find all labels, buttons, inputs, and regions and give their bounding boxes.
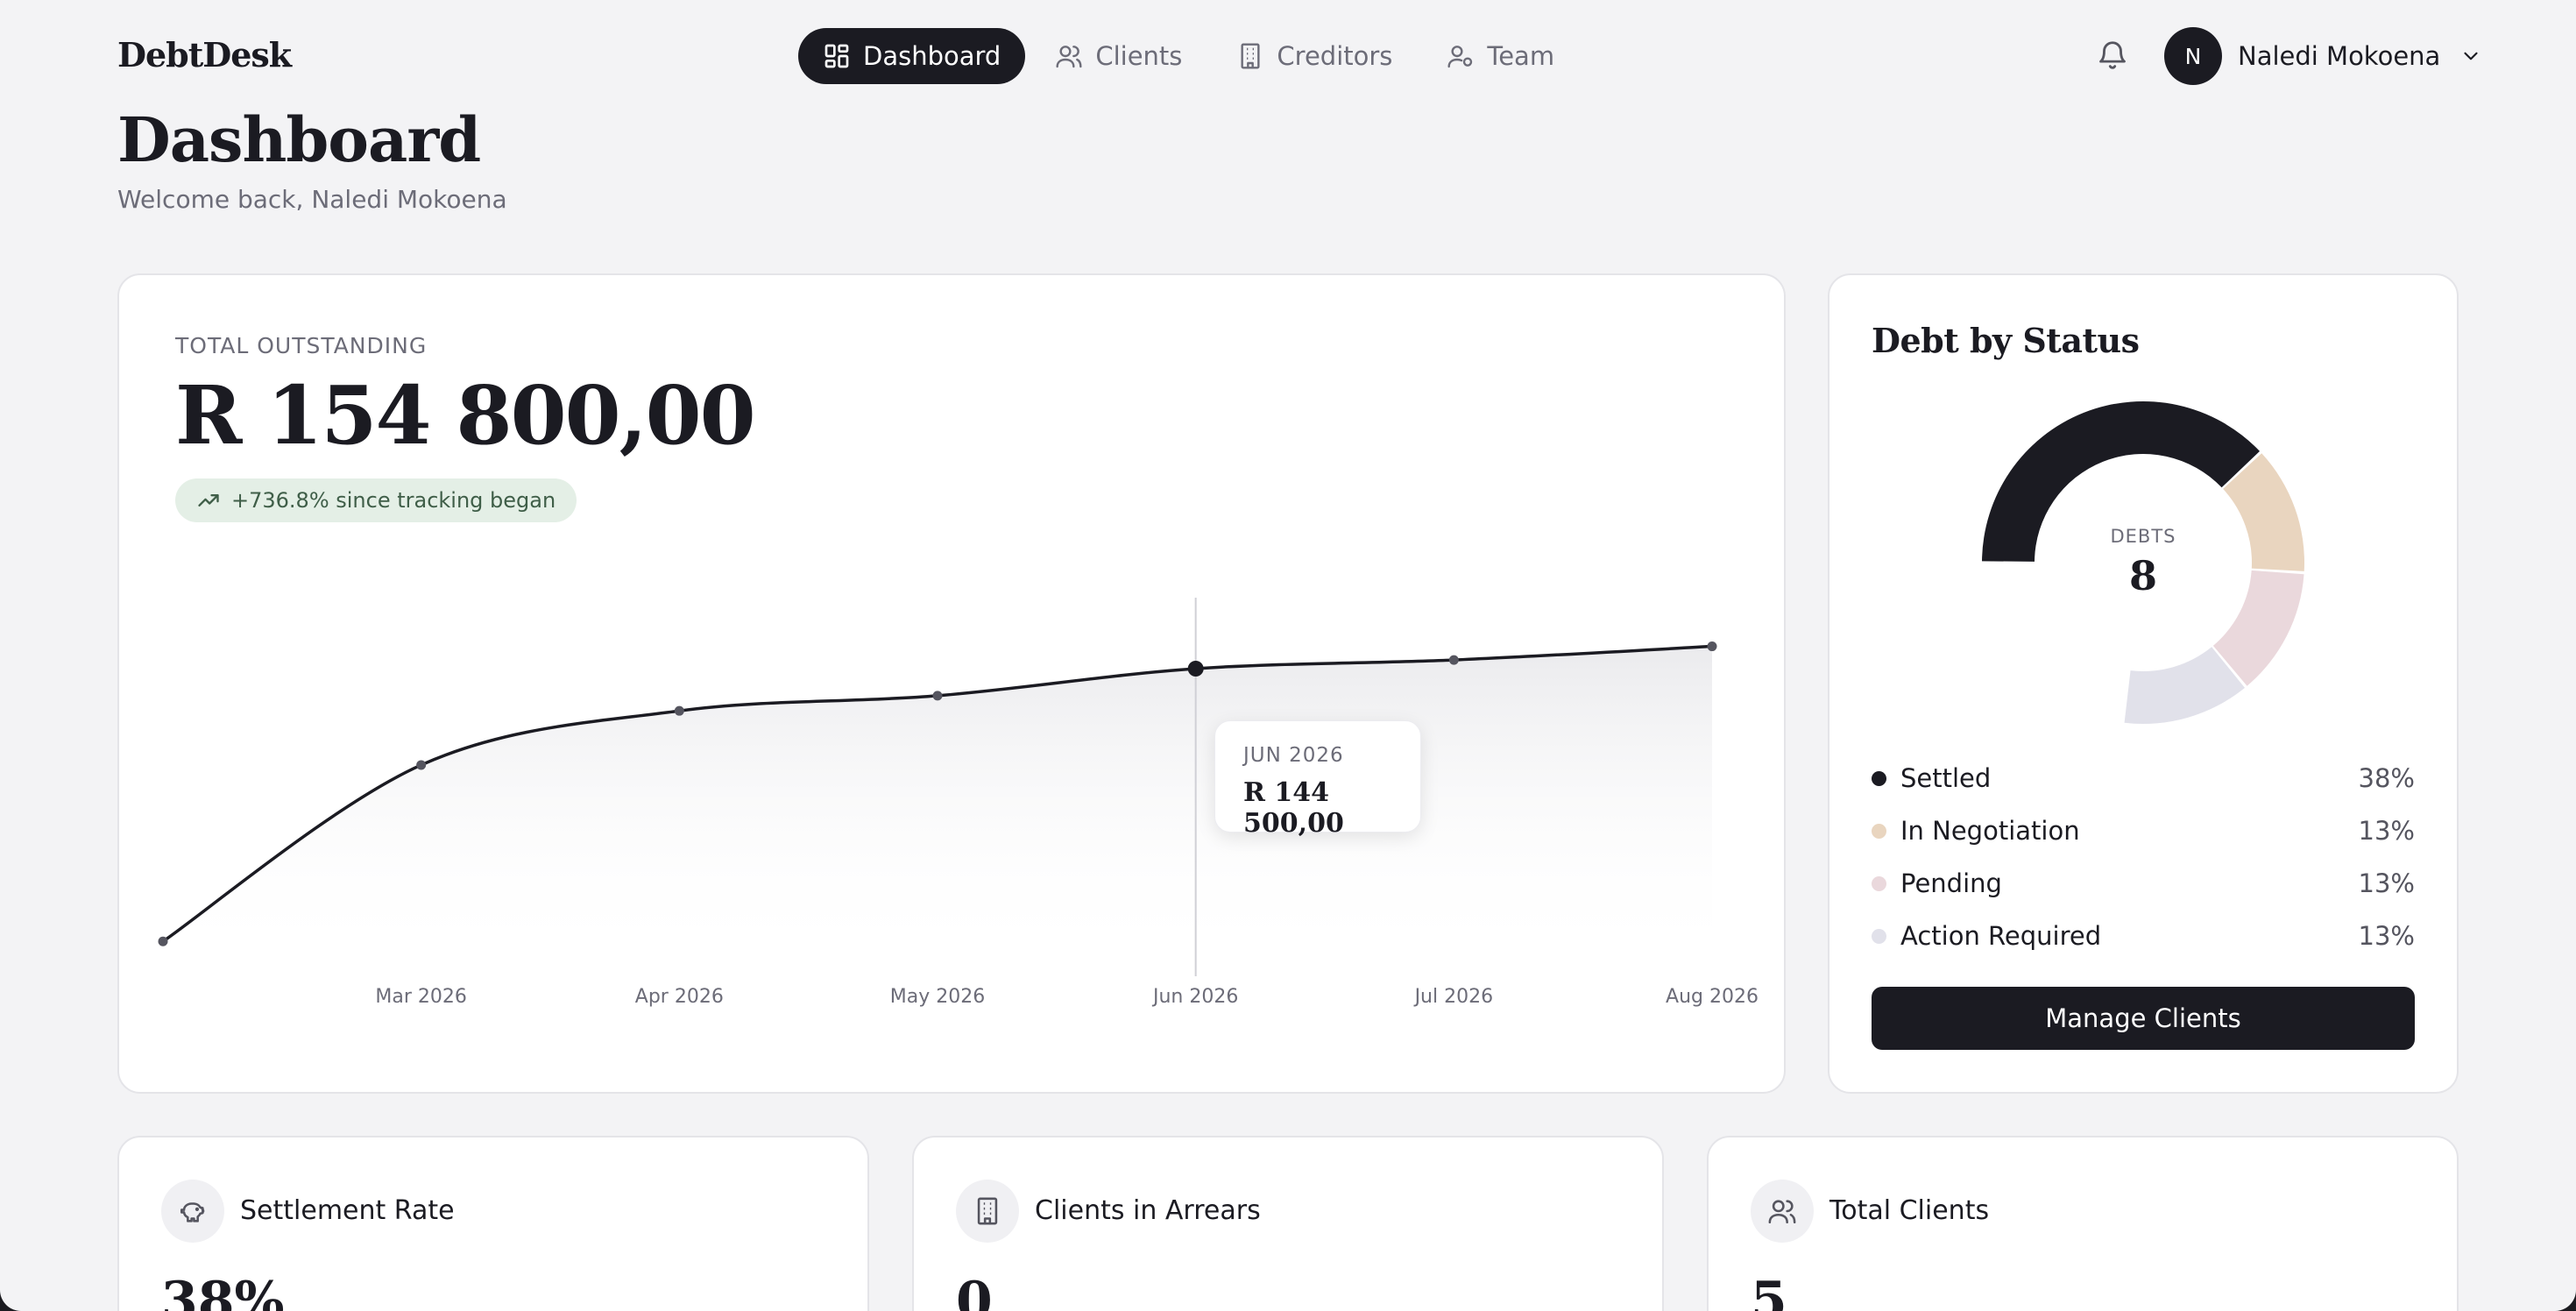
data-point (674, 705, 684, 716)
legend-item-action-required: Action Required 13% (1872, 910, 2415, 962)
chart-tooltip: JUN 2026 R 144 500,00 (1214, 720, 1421, 839)
nav-item-label: Creditors (1277, 41, 1393, 71)
user-name: Naledi Mokoena (2238, 41, 2441, 71)
tooltip-date: JUN 2026 (1243, 744, 1344, 767)
data-point (932, 691, 943, 701)
dashboard-icon (824, 44, 849, 68)
avatar: N (2164, 27, 2222, 85)
nav-item-label: Clients (1095, 41, 1183, 71)
nav-item-team[interactable]: Team (1422, 28, 1579, 84)
building-icon (1241, 43, 1260, 69)
legend-dot (1872, 823, 1886, 839)
kpi-label: TOTAL OUTSTANDING (175, 333, 428, 358)
x-tick-label: Jun 2026 (1151, 986, 1238, 1008)
donut-slice-settled (1982, 401, 2260, 562)
donut-slice-action-required (2124, 647, 2246, 724)
legend-percent: 38% (2358, 763, 2415, 793)
manage-clients-button[interactable]: Manage Clients (1872, 987, 2415, 1050)
data-point (416, 760, 427, 770)
legend-dot (1872, 875, 1886, 891)
total-clients-card: Total Clients 5 (1707, 1136, 2459, 1311)
tooltip-value: R 144 500,00 (1243, 777, 1344, 839)
donut-count: 8 (2128, 552, 2157, 599)
legend-item-settled: Settled 38% (1872, 752, 2415, 804)
x-tick-label: Mar 2026 (375, 986, 466, 1008)
stat-title: Settlement Rate (240, 1195, 455, 1226)
stat-icon-wrap (1751, 1180, 1814, 1243)
x-tick-label: Jul 2026 (1413, 986, 1494, 1008)
legend-dot (1872, 928, 1886, 944)
stat-icon-wrap (956, 1180, 1019, 1243)
page-subtitle: Welcome back, Naledi Mokoena (117, 185, 507, 214)
clients-in-arrears-card: Clients in Arrears 0 (912, 1136, 1664, 1311)
stat-value: 0 (956, 1271, 993, 1311)
users-icon (1056, 46, 1082, 68)
settlement-rate-card: Settlement Rate 38% (117, 1136, 869, 1311)
building-icon (977, 1197, 998, 1225)
nav-item-clients[interactable]: Clients (1030, 28, 1207, 84)
stat-value: 5 (1751, 1271, 1787, 1311)
chevron-down-icon (2464, 52, 2478, 60)
page-title: Dashboard (117, 103, 481, 176)
kpi-value: R 154 800,00 (175, 368, 756, 463)
legend-percent: 13% (2358, 868, 2415, 898)
legend-item-pending: Pending 13% (1872, 857, 2415, 910)
legend-label: Pending (1900, 868, 2002, 898)
legend-item-in-negotiation: In Negotiation 13% (1872, 804, 2415, 857)
stat-value: 38% (161, 1271, 285, 1311)
x-tick-label: Apr 2026 (635, 986, 724, 1008)
x-tick-label: Aug 2026 (1666, 986, 1759, 1008)
data-point (1187, 661, 1204, 677)
x-tick-label: May 2026 (890, 986, 985, 1008)
team-icon (1447, 46, 1473, 68)
donut-slice-pending (2212, 570, 2304, 686)
data-point (1707, 641, 1717, 652)
legend-dot (1872, 770, 1886, 786)
legend-percent: 13% (2358, 816, 2415, 846)
data-point (1448, 655, 1459, 665)
trend-badge: +736.8% since tracking began (175, 478, 577, 522)
legend-label: In Negotiation (1900, 816, 2080, 846)
status-donut-chart[interactable] (1829, 275, 2457, 766)
user-menu[interactable]: N Naledi Mokoena (2164, 27, 2482, 85)
donut-caption: DEBTS (2110, 526, 2176, 547)
app-logo[interactable]: DebtDesk (117, 35, 292, 74)
stat-title: Clients in Arrears (1035, 1195, 1261, 1226)
bell-icon[interactable] (2096, 39, 2129, 72)
legend-percent: 13% (2358, 921, 2415, 951)
donut-slice-in-negotiation (2223, 453, 2304, 571)
outstanding-area-chart[interactable]: Mar 2026 Apr 2026 May 2026 Jun 2026 Jul 2026… (119, 275, 1784, 1092)
total-outstanding-card: TOTAL OUTSTANDING R 154 800,00 +736.8% s… (117, 273, 1786, 1094)
debt-by-status-card: Debt by Status DEBTS 8 Settled 38% In Ne… (1828, 273, 2459, 1094)
legend-label: Action Required (1900, 921, 2102, 951)
legend-label: Settled (1900, 763, 1992, 793)
stat-title: Total Clients (1829, 1195, 1990, 1226)
status-title: Debt by Status (1872, 321, 2140, 360)
nav-item-dashboard[interactable]: Dashboard (798, 28, 1026, 84)
trending-up-icon (198, 494, 219, 507)
stat-icon-wrap (161, 1180, 224, 1243)
main-nav: Dashboard Clients Creditors Team (798, 28, 1584, 84)
piggy-bank-icon (180, 1202, 205, 1222)
nav-item-label: Team (1487, 41, 1555, 71)
nav-item-label: Dashboard (863, 41, 1001, 71)
status-legend: Settled 38% In Negotiation 13% Pending 1… (1872, 752, 2415, 962)
nav-item-creditors[interactable]: Creditors (1212, 28, 1417, 84)
data-point (158, 936, 168, 946)
trend-text: +736.8% since tracking began (231, 488, 556, 513)
users-icon (1768, 1200, 1796, 1224)
